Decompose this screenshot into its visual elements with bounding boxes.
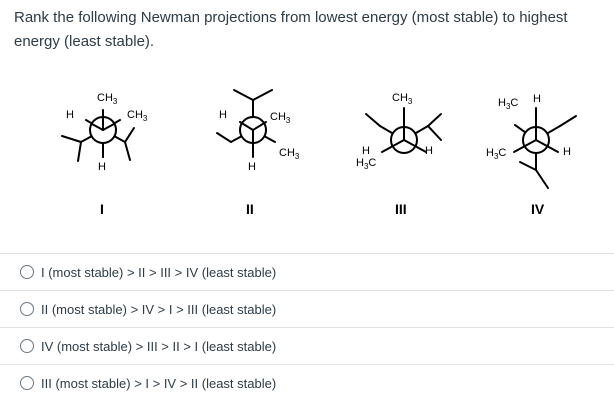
atom-h: H bbox=[98, 161, 106, 173]
answer-option[interactable]: IV (most stable) > III > II > I (least s… bbox=[0, 327, 614, 364]
atom-ch3: CH3 bbox=[97, 92, 118, 106]
answer-options: I (most stable) > II > III > IV (least s… bbox=[0, 253, 614, 401]
atom-ch3: CH3 bbox=[270, 111, 291, 125]
answer-option-label[interactable]: IV (most stable) > III > II > I (least s… bbox=[41, 338, 277, 354]
radio-button[interactable] bbox=[20, 265, 34, 279]
radio-button[interactable] bbox=[20, 302, 34, 316]
atom-h: H bbox=[248, 161, 256, 173]
newman-projections-svg: CH3 H CH3 H I H CH3 CH3 H II bbox=[61, 89, 577, 217]
question-text: Rank the following Newman projections fr… bbox=[14, 9, 568, 50]
newman-projection-iv: H3C H H3C H IV bbox=[486, 93, 577, 217]
newman-projection-i: CH3 H CH3 H I bbox=[61, 92, 148, 217]
label-ii: II bbox=[246, 201, 254, 217]
newman-projection-ii: H CH3 CH3 H II bbox=[216, 89, 300, 217]
atom-h3c: H3C bbox=[486, 147, 506, 161]
answer-option[interactable]: I (most stable) > II > III > IV (least s… bbox=[0, 253, 614, 290]
atom-ch3: CH3 bbox=[279, 147, 300, 161]
label-iii: III bbox=[395, 201, 407, 217]
answer-option-label[interactable]: III (most stable) > I > IV > II (least s… bbox=[41, 375, 277, 391]
atom-h3c: H3C bbox=[498, 97, 518, 111]
answer-option[interactable]: III (most stable) > I > IV > II (least s… bbox=[0, 364, 614, 401]
answer-option-label[interactable]: I (most stable) > II > III > IV (least s… bbox=[41, 264, 277, 280]
label-iv: IV bbox=[531, 201, 545, 217]
newman-projection-iii: CH3 H H3C H III bbox=[356, 92, 442, 217]
atom-h: H bbox=[563, 146, 571, 158]
atom-h: H bbox=[533, 93, 541, 105]
atom-ch3: CH3 bbox=[392, 92, 413, 106]
atom-h: H bbox=[425, 145, 433, 157]
label-i: I bbox=[100, 201, 104, 217]
atom-h: H bbox=[66, 109, 74, 121]
atom-h3c: H3C bbox=[356, 157, 376, 171]
radio-button[interactable] bbox=[20, 339, 34, 353]
answer-option-label[interactable]: II (most stable) > IV > I > III (least s… bbox=[41, 301, 277, 317]
atom-ch3: CH3 bbox=[127, 109, 148, 123]
atom-h: H bbox=[362, 145, 370, 157]
newman-projections-figure: CH3 H CH3 H I H CH3 CH3 H II bbox=[0, 78, 614, 228]
radio-button[interactable] bbox=[20, 376, 34, 390]
atom-h: H bbox=[219, 109, 227, 121]
answer-option[interactable]: II (most stable) > IV > I > III (least s… bbox=[0, 290, 614, 327]
